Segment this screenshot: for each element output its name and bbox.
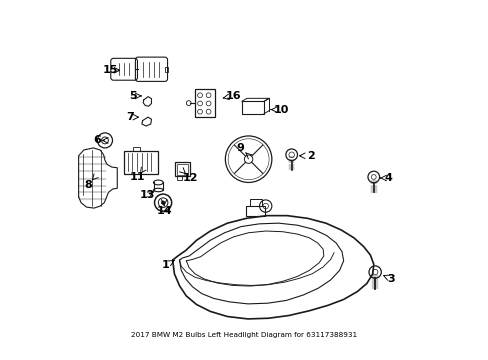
- Text: 3: 3: [387, 274, 395, 284]
- Text: 5: 5: [129, 91, 137, 101]
- Text: 16: 16: [225, 91, 241, 101]
- Text: 12: 12: [183, 173, 198, 183]
- Text: 8: 8: [84, 180, 92, 190]
- Text: 13: 13: [139, 190, 154, 200]
- Text: 11: 11: [130, 172, 145, 182]
- Text: 10: 10: [273, 105, 288, 114]
- Text: 9: 9: [236, 143, 244, 153]
- Text: 2: 2: [306, 151, 314, 161]
- Text: 15: 15: [102, 65, 118, 75]
- Text: 4: 4: [384, 173, 391, 183]
- Text: 7: 7: [126, 112, 134, 122]
- Text: 1: 1: [162, 260, 169, 270]
- Text: 14: 14: [156, 206, 172, 216]
- Text: 2017 BMW M2 Bulbs Left Headlight Diagram for 63117388931: 2017 BMW M2 Bulbs Left Headlight Diagram…: [131, 332, 357, 338]
- Text: 6: 6: [93, 135, 101, 145]
- Circle shape: [161, 201, 164, 204]
